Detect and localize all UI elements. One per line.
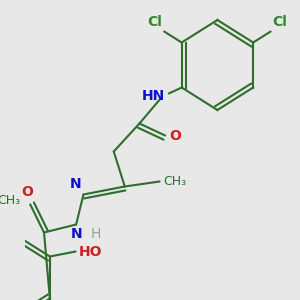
Text: O: O xyxy=(22,185,33,200)
Text: N: N xyxy=(70,178,82,191)
Text: CH₃: CH₃ xyxy=(163,175,186,188)
Text: HN: HN xyxy=(142,88,165,103)
Text: Cl: Cl xyxy=(272,14,287,28)
Text: H: H xyxy=(91,226,101,241)
Text: HO: HO xyxy=(78,244,102,259)
Text: CH₃: CH₃ xyxy=(0,194,21,206)
Text: Cl: Cl xyxy=(148,14,162,28)
Text: N: N xyxy=(70,226,82,241)
Text: O: O xyxy=(170,128,182,142)
